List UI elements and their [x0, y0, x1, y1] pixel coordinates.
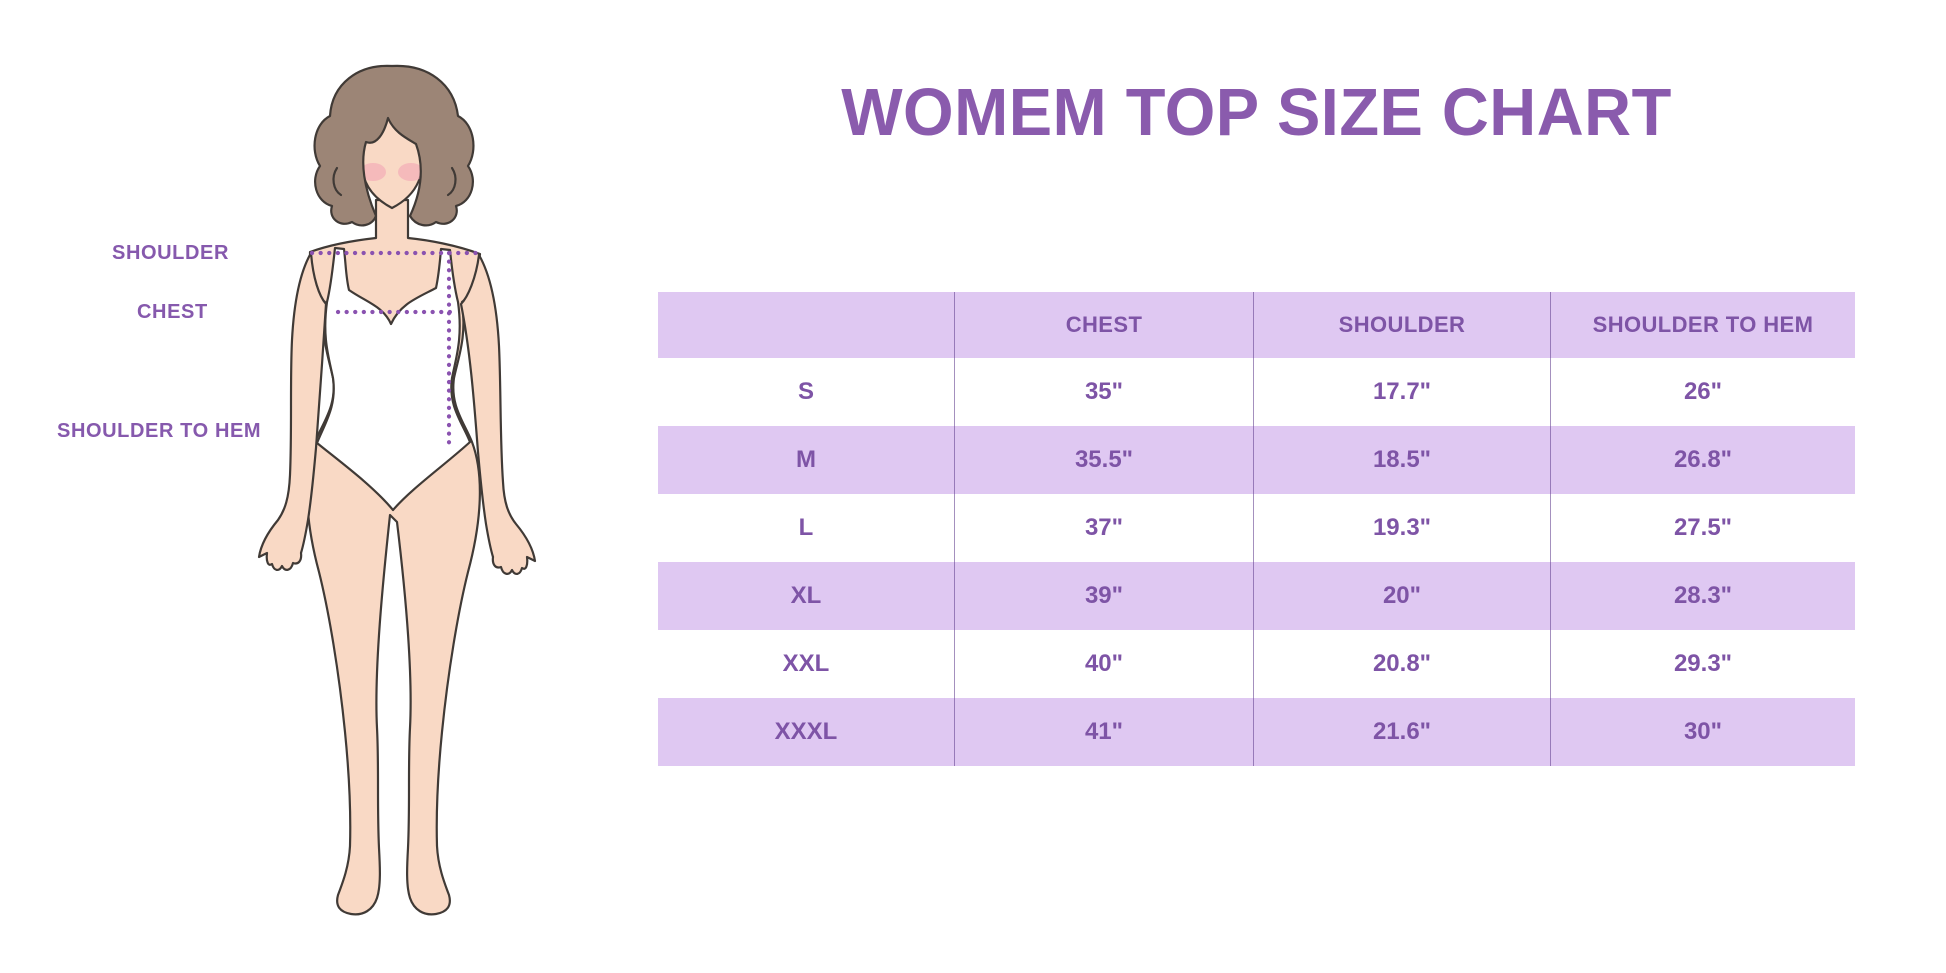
chest-cell: 41": [954, 698, 1253, 766]
chest-cell: 37": [954, 494, 1253, 562]
shoulder-to-hem-cell: 26.8": [1550, 426, 1855, 494]
table-row-m: M 35.5" 18.5" 26.8": [658, 426, 1855, 494]
shoulder-cell: 20": [1253, 562, 1550, 630]
chest-cell: 39": [954, 562, 1253, 630]
chest-cell: 40": [954, 630, 1253, 698]
shoulder-to-hem-cell: 30": [1550, 698, 1855, 766]
right-arm: [459, 253, 537, 575]
hair-wave-left: [332, 166, 343, 197]
label-chest: CHEST: [137, 301, 208, 323]
size-cell: S: [797, 378, 814, 405]
table-header-row: CHEST SHOULDER SHOULDER TO HEM: [658, 292, 1855, 358]
size-table: CHEST SHOULDER SHOULDER TO HEM S 35" 17.…: [658, 292, 1855, 766]
header-size: [658, 292, 954, 358]
woman-figure-illustration: [240, 50, 560, 930]
size-cell: L: [798, 514, 814, 541]
header-shoulder-to-hem: SHOULDER TO HEM: [1550, 292, 1855, 358]
table-row-l: L 37" 19.3" 27.5": [658, 494, 1855, 562]
shoulder-to-hem-cell: 28.3": [1550, 562, 1855, 630]
shoulder-cell: 19.3": [1253, 494, 1550, 562]
left-blush: [360, 163, 386, 181]
shoulder-to-hem-cell: 26": [1550, 358, 1855, 426]
label-shoulder: SHOULDER: [112, 242, 230, 264]
shoulder-to-hem-cell: 27.5": [1550, 494, 1855, 562]
chest-cell: 35": [954, 358, 1253, 426]
right-blush: [398, 163, 424, 181]
size-cell: XXL: [782, 650, 830, 677]
shoulder-cell: 17.7": [1253, 358, 1550, 426]
size-cell: M: [796, 446, 816, 473]
size-cell: XL: [790, 582, 822, 609]
size-cell: XXXL: [774, 718, 838, 745]
table-row-xl: XL 39" 20" 28.3": [658, 562, 1855, 630]
left-arm: [257, 251, 328, 571]
shoulder-cell: 20.8": [1253, 630, 1550, 698]
shoulder-to-hem-cell: 29.3": [1550, 630, 1855, 698]
header-shoulder: SHOULDER: [1253, 292, 1550, 358]
page-title: WOMEM TOP SIZE CHART: [841, 75, 1672, 150]
label-shoulder-to-hem: SHOULDER TO HEM: [57, 420, 262, 442]
header-chest: CHEST: [954, 292, 1253, 358]
table-row-s: S 35" 17.7" 26": [658, 358, 1855, 426]
table-row-xxxl: XXXL 41" 21.6" 30": [658, 698, 1855, 766]
hair-wave-right: [446, 166, 457, 197]
shoulder-cell: 21.6": [1253, 698, 1550, 766]
hair: [313, 64, 475, 227]
chest-cell: 35.5": [954, 426, 1253, 494]
table-row-xxl: XXL 40" 20.8" 29.3": [658, 630, 1855, 698]
shoulder-cell: 18.5": [1253, 426, 1550, 494]
woman-figure-svg: [257, 64, 537, 916]
